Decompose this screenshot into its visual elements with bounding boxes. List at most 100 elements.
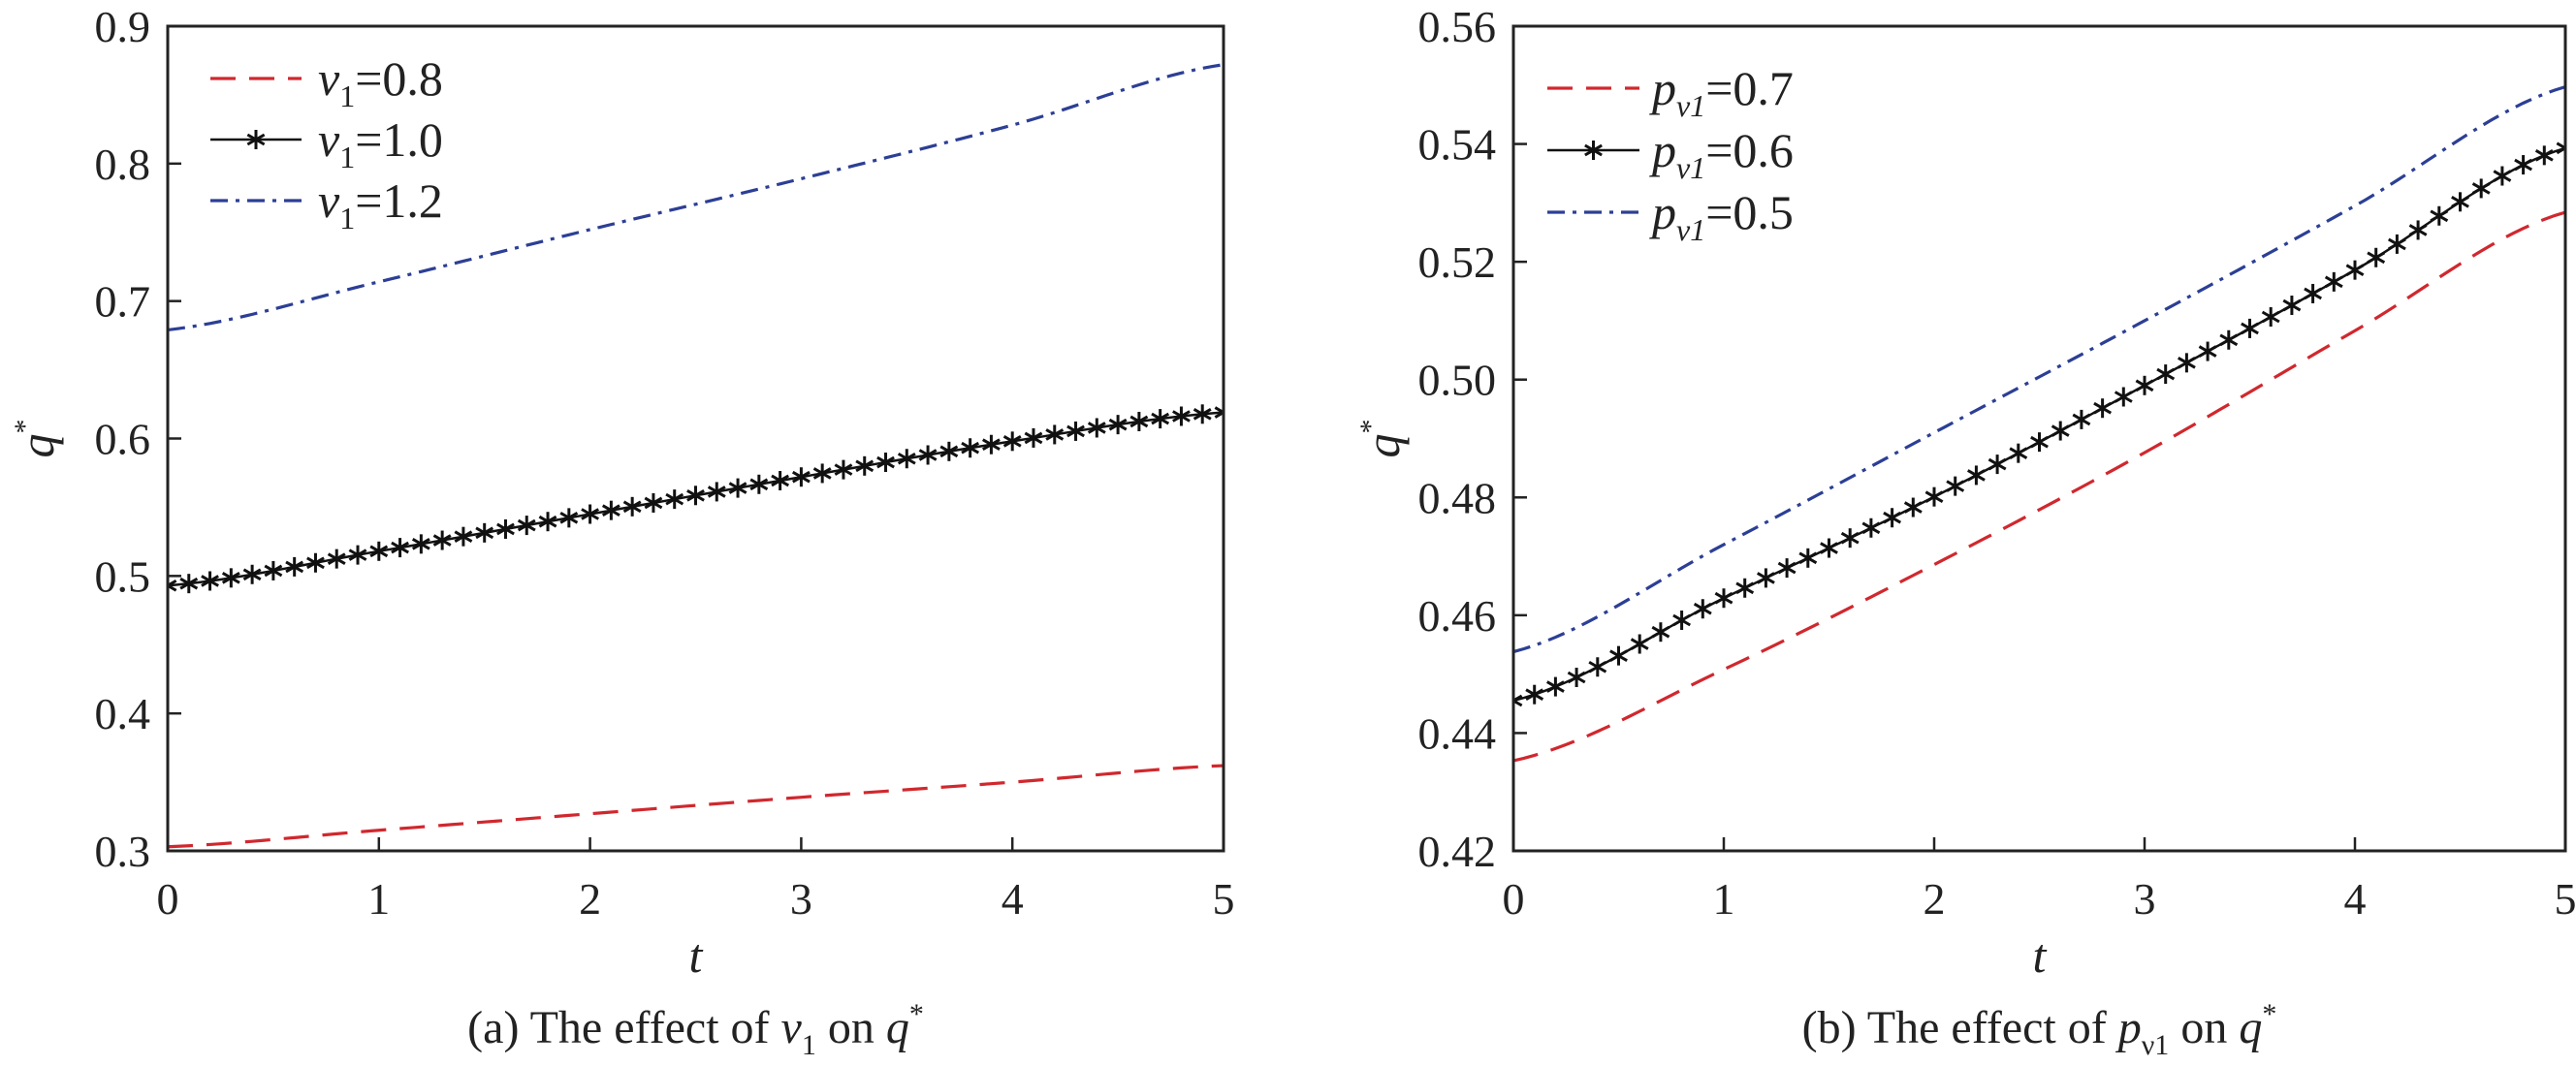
asterisk-marker: [1545, 676, 1565, 697]
asterisk-marker: [1129, 411, 1149, 431]
y-tick-label: 0.7: [95, 277, 151, 327]
legend-label-main: p: [1649, 185, 1676, 239]
asterisk-marker: [855, 455, 875, 476]
y-tick-label: 0.48: [1418, 473, 1497, 522]
asterisk-stroke: [1108, 418, 1128, 431]
asterisk-stroke: [1045, 428, 1065, 441]
asterisk-stroke: [1002, 435, 1022, 448]
asterisk-stroke: [1883, 511, 1902, 524]
asterisk-marker: [2471, 178, 2491, 199]
asterisk-marker: [2114, 387, 2133, 407]
asterisk-marker: [1214, 402, 1224, 423]
asterisk-stroke: [1903, 501, 1923, 514]
asterisk-stroke: [1151, 412, 1170, 425]
asterisk-marker: [791, 467, 811, 487]
asterisk-stroke: [2534, 149, 2554, 162]
asterisk-marker: [1002, 431, 1022, 452]
asterisk-stroke: [749, 478, 769, 491]
asterisk-stroke: [707, 486, 726, 498]
asterisk-marker: [1756, 568, 1775, 588]
asterisk-marker: [2451, 192, 2469, 212]
asterisk-marker: [2493, 166, 2512, 186]
series-line: [1513, 85, 2565, 654]
asterisk-marker: [1777, 558, 1797, 579]
asterisk-marker: [2282, 296, 2302, 316]
asterisk-marker: [369, 541, 389, 561]
asterisk-marker: [179, 574, 199, 594]
asterisk-marker: [812, 463, 832, 484]
asterisk-stroke: [348, 549, 367, 561]
asterisk-stroke: [2009, 447, 2028, 459]
asterisk-stroke: [2093, 401, 2113, 415]
asterisk-marker: [2408, 220, 2428, 240]
x-tick-label: 5: [2555, 874, 2576, 924]
asterisk-marker: [2261, 306, 2280, 327]
y-tick-label: 0.5: [95, 551, 151, 601]
x-tick-label: 3: [2134, 874, 2156, 924]
asterisk-marker: [1861, 517, 1881, 538]
asterisk-stroke: [1172, 410, 1191, 423]
asterisk-marker: [2219, 329, 2239, 350]
asterisk-marker: [391, 538, 409, 558]
caption-segment: *: [909, 998, 924, 1030]
asterisk-marker: [2324, 271, 2343, 292]
asterisk-stroke: [939, 445, 959, 458]
asterisk-marker: [517, 516, 536, 536]
asterisk-stroke: [1214, 406, 1224, 415]
asterisk-stroke: [1840, 531, 1860, 545]
asterisk-marker: [2072, 409, 2091, 429]
series-line: [1513, 210, 2565, 763]
asterisk-stroke: [581, 508, 600, 520]
legend-label-sub: 1: [339, 140, 355, 174]
y-tick-label: 0.46: [1418, 591, 1497, 641]
legend-asterisk-icon: [246, 130, 266, 149]
caption-segment: (a) The effect of: [467, 1002, 780, 1053]
asterisk-marker: [939, 441, 959, 461]
legend-label-main: ν: [318, 173, 340, 228]
series-dashed: [168, 764, 1224, 849]
asterisk-marker: [1946, 476, 1965, 496]
asterisk-marker: [1193, 404, 1212, 424]
asterisk-stroke: [1777, 561, 1797, 575]
asterisk-marker: [1045, 424, 1065, 445]
asterisk-marker: [581, 504, 600, 524]
asterisk-stroke: [1693, 602, 1712, 615]
asterisk-marker: [1651, 622, 1670, 643]
caption: (b) The effect of pν1 on q*: [1802, 998, 2277, 1061]
asterisk-marker: [1151, 409, 1170, 429]
legend-label-main: ν: [318, 51, 340, 106]
series-dashed: [1513, 210, 2565, 763]
asterisk-marker: [665, 489, 684, 510]
asterisk-stroke: [855, 459, 875, 473]
asterisk-marker: [1903, 497, 1923, 517]
asterisk-stroke: [1756, 572, 1775, 584]
asterisk-stroke: [2304, 287, 2323, 300]
y-axis-label: q*: [1354, 420, 1410, 458]
asterisk-stroke: [1651, 625, 1670, 639]
asterisk-marker: [2156, 364, 2176, 385]
asterisk-stroke: [1513, 694, 1523, 703]
legend-label-sub: ν1: [1676, 88, 1705, 123]
asterisk-marker: [1820, 538, 1838, 558]
caption-segment: q: [2239, 1002, 2262, 1053]
asterisk-stroke: [2451, 195, 2469, 208]
asterisk-stroke: [201, 575, 219, 587]
asterisk-stroke: [168, 583, 177, 592]
asterisk-stroke: [1946, 480, 1965, 492]
asterisk-marker: [1172, 406, 1191, 426]
asterisk-marker: [2198, 341, 2217, 361]
asterisk-stroke: [168, 579, 177, 587]
x-tick-label: 2: [579, 874, 601, 924]
asterisk-stroke: [2514, 158, 2533, 172]
y-tick-label: 0.9: [95, 2, 151, 51]
y-tick-label: 0.52: [1418, 237, 1497, 287]
asterisk-marker: [168, 576, 177, 596]
asterisk-stroke: [1193, 407, 1212, 421]
asterisk-marker: [559, 508, 579, 528]
y-tick-label: 0.54: [1418, 120, 1497, 170]
chart-panel-a: 0 1 2 3 4 50.30.40.50.60.70.80.9tq*ν1=0.8ν1=1…: [9, 2, 1235, 1061]
asterisk-stroke: [2493, 170, 2512, 182]
plot-frame: [1511, 24, 2567, 853]
asterisk-marker: [1735, 578, 1755, 598]
legend-entry: pν1=0.7: [1547, 61, 1794, 123]
